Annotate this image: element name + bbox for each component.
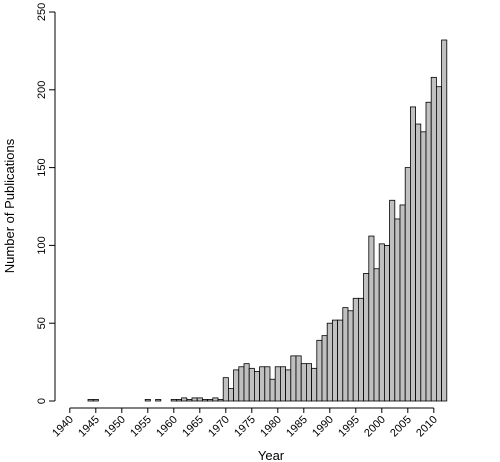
x-tick-label-1995: 1995 xyxy=(336,414,362,440)
x-tick-label-1965: 1965 xyxy=(180,414,206,440)
bar-1967 xyxy=(207,399,214,402)
bar-1974 xyxy=(243,363,250,402)
x-tick-label-1990: 1990 xyxy=(310,414,336,440)
bar-2004 xyxy=(399,204,406,402)
y-tick-label-200: 200 xyxy=(36,81,48,99)
x-tick-label-1975: 1975 xyxy=(232,414,258,440)
y-tick-label-0: 0 xyxy=(36,398,48,404)
bar-1970 xyxy=(222,377,229,402)
x-tick-label-1970: 1970 xyxy=(206,414,232,440)
bar-1990 xyxy=(326,322,333,402)
bar-1983 xyxy=(290,355,297,402)
bar-1989 xyxy=(321,335,328,402)
x-tick-label-1955: 1955 xyxy=(128,414,154,440)
bar-1971 xyxy=(227,388,234,402)
bar-1969 xyxy=(217,399,224,402)
bar-1991 xyxy=(331,319,338,402)
bar-2002 xyxy=(389,199,396,402)
bar-1982 xyxy=(285,369,292,402)
x-tick-label-1950: 1950 xyxy=(102,414,128,440)
bar-1998 xyxy=(368,235,375,402)
y-tick-label-100: 100 xyxy=(36,236,48,254)
y-tick-label-250: 250 xyxy=(36,3,48,21)
bar-1961 xyxy=(175,399,182,402)
bar-1955 xyxy=(144,399,151,402)
bar-1973 xyxy=(238,366,245,402)
x-tick-label-1945: 1945 xyxy=(76,414,102,440)
bar-2008 xyxy=(420,131,427,402)
bar-1985 xyxy=(300,363,307,402)
bar-1995 xyxy=(352,297,359,402)
bar-1996 xyxy=(357,297,364,402)
bar-1965 xyxy=(196,397,203,402)
bar-1988 xyxy=(316,339,323,402)
bar-1960 xyxy=(170,399,177,402)
bar-1997 xyxy=(363,273,370,402)
bar-1966 xyxy=(201,399,208,402)
bar-1962 xyxy=(181,397,188,402)
x-tick-label-1960: 1960 xyxy=(154,414,180,440)
bar-1944 xyxy=(87,399,94,402)
bar-1976 xyxy=(253,371,260,402)
y-axis-title: Number of Publications xyxy=(2,138,17,273)
y-tick-label-150: 150 xyxy=(36,158,48,176)
bar-1986 xyxy=(305,363,312,402)
bar-2005 xyxy=(404,167,411,402)
bar-2010 xyxy=(430,76,437,402)
bar-2007 xyxy=(415,123,422,402)
bar-1984 xyxy=(295,355,302,402)
bar-1994 xyxy=(347,310,354,402)
bar-1979 xyxy=(269,378,276,402)
bar-2006 xyxy=(409,106,416,402)
bar-2001 xyxy=(383,244,390,402)
bar-1975 xyxy=(248,367,255,402)
bar-1978 xyxy=(264,366,271,402)
bar-1968 xyxy=(212,397,219,402)
bar-1972 xyxy=(233,369,240,402)
bar-2012 xyxy=(441,39,448,402)
bar-1964 xyxy=(191,397,198,402)
bar-2000 xyxy=(378,243,385,402)
x-tick-label-1980: 1980 xyxy=(258,414,284,440)
bar-2003 xyxy=(394,218,401,402)
bar-1977 xyxy=(259,366,266,402)
y-axis: 0 50 100 150 200 250 xyxy=(36,3,56,404)
bar-1963 xyxy=(186,399,193,402)
x-tick-label-2000: 2000 xyxy=(362,414,388,440)
x-axis-title: Year xyxy=(258,448,285,462)
x-tick-label-2005: 2005 xyxy=(388,414,414,440)
x-tick-label-1940: 1940 xyxy=(50,414,76,440)
bar-2011 xyxy=(435,86,442,402)
bar-1980 xyxy=(274,366,281,402)
bar-1992 xyxy=(337,319,344,402)
x-tick-label-1985: 1985 xyxy=(284,414,310,440)
bar-1987 xyxy=(311,367,318,402)
y-tick-label-50: 50 xyxy=(36,317,48,329)
bar-1945 xyxy=(92,399,99,402)
x-axis: 1940 1945 1950 1955 1960 1965 1970 1975 1980 1985… xyxy=(50,407,440,440)
bar-1999 xyxy=(373,268,380,402)
x-tick-label-2010: 2010 xyxy=(414,414,440,440)
bar-1957 xyxy=(155,399,162,402)
bar-2009 xyxy=(425,101,432,402)
bars-group xyxy=(87,39,448,402)
bar-1981 xyxy=(279,366,286,402)
bar-1993 xyxy=(342,307,349,402)
